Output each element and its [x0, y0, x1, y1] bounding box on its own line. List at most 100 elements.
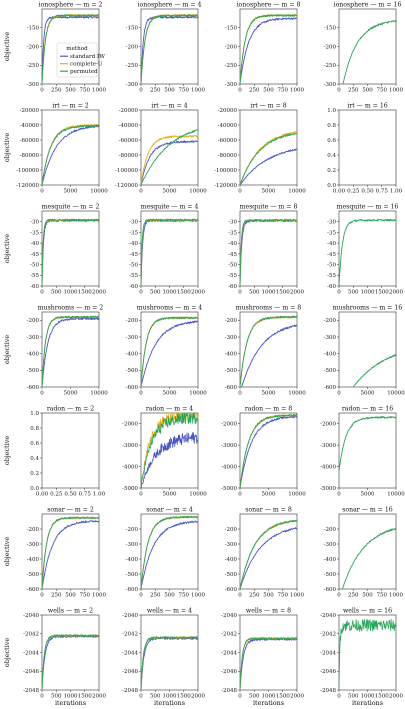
x-tick-label: 5000	[163, 189, 177, 195]
x-tick-label: 5000	[64, 189, 78, 195]
x-tick-label: 750	[278, 88, 289, 94]
x-tick-label: 1000	[389, 593, 403, 599]
plot-frame	[41, 210, 100, 287]
x-tick-label: 0	[139, 189, 143, 195]
x-tick-label: 1000	[361, 694, 375, 700]
y-tick-label: -3000	[221, 443, 237, 449]
y-tick-label: -100000	[214, 168, 237, 174]
y-tick-label: 0.4	[327, 153, 336, 159]
x-tick-label: 5000	[163, 492, 177, 498]
series-line	[41, 516, 100, 590]
panel: radon — m = 4 0 5000 10000 -5000 -4000 -3000 -2…	[122, 406, 207, 498]
y-tick-label: -500	[27, 368, 40, 374]
x-tick-label: 0	[238, 492, 242, 498]
x-tick-label: 0	[139, 492, 143, 498]
panel-title: mushrooms — m = 4	[137, 305, 203, 312]
x-tick-label: 1500	[177, 694, 191, 700]
y-tick-label: -60000	[119, 138, 139, 144]
series-line	[239, 413, 298, 489]
x-tick-label: 0	[139, 593, 143, 599]
x-tick-label: 5000	[361, 492, 375, 498]
y-tick-label: -200	[225, 527, 238, 533]
y-tick-label: -200	[27, 318, 40, 324]
x-tick-label: 1500	[78, 290, 92, 296]
x-axis-label: iterations	[154, 699, 185, 707]
series-line	[140, 129, 199, 186]
series-line	[140, 14, 199, 84]
y-tick-label: -250	[126, 63, 139, 69]
y-tick-label: -35	[327, 230, 336, 236]
panel: radon — m = 2 0.00 0.25 0.50 0.75 1.00 0.0 0.2 0…	[3, 406, 106, 498]
y-tick-label: -400	[225, 352, 238, 358]
y-tick-label: -400	[126, 557, 139, 563]
plot-frame	[338, 311, 397, 388]
y-axis-label: objective	[3, 335, 11, 365]
y-tick-label: -45	[228, 252, 237, 258]
series-line	[140, 15, 199, 85]
legend-entry: permuted	[70, 69, 98, 75]
panel: mesquite — m = 2 0 500 1000 1500 2000 -60 -55 -5…	[3, 204, 106, 296]
x-tick-label: 0	[337, 694, 341, 700]
x-tick-label: 500	[51, 694, 62, 700]
x-tick-label: 1000	[361, 290, 375, 296]
y-tick-label: -100000	[16, 168, 39, 174]
series-line	[239, 17, 298, 84]
y-tick-label: -600	[225, 385, 238, 391]
y-tick-label: -2046	[23, 669, 39, 675]
series-line	[41, 124, 100, 185]
y-tick-label: -300	[324, 82, 337, 88]
panel-title: sonar — m = 4	[146, 507, 193, 514]
series-line	[239, 519, 298, 590]
y-tick-label: -250	[324, 63, 337, 69]
y-tick-label: -50	[30, 262, 39, 268]
x-tick-label: 750	[80, 88, 91, 94]
y-tick-label: 0.8	[30, 426, 39, 432]
y-tick-label: -300	[126, 82, 139, 88]
y-tick-label: -50	[228, 262, 237, 268]
panel: sonar — m = 2 0 250 500 750 1000 -600 -500 -400 -…	[3, 507, 106, 599]
y-tick-label: -3000	[320, 443, 336, 449]
x-axis-label: iterations	[55, 699, 86, 707]
y-tick-label: -200	[126, 527, 139, 533]
y-tick-label: -500	[324, 368, 337, 374]
panel: mushrooms — m = 8 0 5000 10000 -600 -500 -400 -…	[225, 305, 307, 397]
series-line	[41, 317, 100, 388]
y-tick-label: -2046	[221, 669, 237, 675]
series-line	[140, 218, 199, 287]
y-tick-label: -2046	[122, 669, 138, 675]
panel-title: ionosphere — m = 4	[138, 2, 202, 9]
panel-title: radon — m = 4	[146, 406, 193, 413]
y-axis-label: objective	[3, 234, 11, 264]
series-line	[239, 315, 298, 387]
x-tick-label: 10000	[90, 391, 108, 397]
series-line	[338, 416, 397, 472]
y-tick-label: -45	[129, 252, 138, 258]
series-line	[140, 636, 199, 691]
plot-frame	[338, 8, 397, 85]
panel-title: irt — m = 2	[52, 103, 89, 110]
x-tick-label: 2000	[92, 290, 106, 296]
x-tick-label: 1500	[375, 694, 389, 700]
x-tick-label: 250	[150, 88, 161, 94]
x-tick-label: 1500	[177, 290, 191, 296]
y-tick-label: -100000	[115, 168, 138, 174]
x-tick-label: 0.50	[361, 189, 374, 195]
y-tick-label: -40	[129, 241, 138, 247]
panel: wells — m = 2 0 500 1000 1500 2000 -2048 -2046 -…	[3, 608, 106, 708]
plot-frame	[140, 8, 199, 85]
y-tick-label: -300	[126, 542, 139, 548]
y-tick-label: -200	[126, 44, 139, 50]
y-tick-label: -120000	[115, 183, 138, 189]
x-tick-label: 0	[40, 391, 44, 397]
series-line	[239, 218, 298, 287]
y-tick-label: 0.8	[327, 123, 336, 129]
y-tick-label: -2042	[23, 632, 39, 638]
y-tick-label: -150	[27, 26, 40, 32]
panel-title: mushrooms — m = 16	[333, 305, 403, 312]
x-tick-label: 2000	[191, 290, 205, 296]
panel: mushrooms — m = 2 0 5000 10000 -600 -500 -400 -…	[3, 305, 108, 397]
plot-frame	[239, 513, 298, 590]
panel-title: sonar — m = 8	[245, 507, 292, 514]
series-line	[41, 218, 100, 286]
y-tick-label: -600	[324, 587, 337, 593]
